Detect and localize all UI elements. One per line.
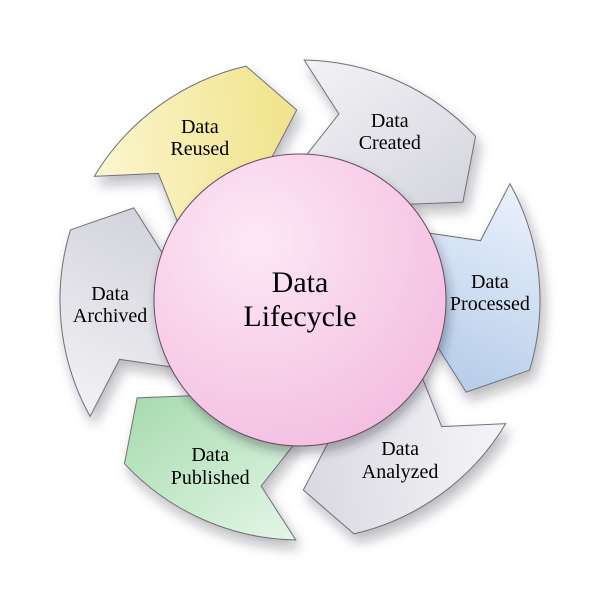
segment-label-archived: Data Archived xyxy=(40,283,180,328)
center-title: Data Lifecycle xyxy=(200,266,400,335)
data-lifecycle-diagram: Data Lifecycle Data Created Data Processe… xyxy=(0,0,600,600)
segment-label-created: Data Created xyxy=(320,110,460,155)
segment-label-analyzed: Data Analyzed xyxy=(330,438,470,483)
segment-label-published: Data Published xyxy=(140,444,280,489)
segment-label-processed: Data Processed xyxy=(420,271,560,316)
segment-label-reused: Data Reused xyxy=(130,116,270,161)
